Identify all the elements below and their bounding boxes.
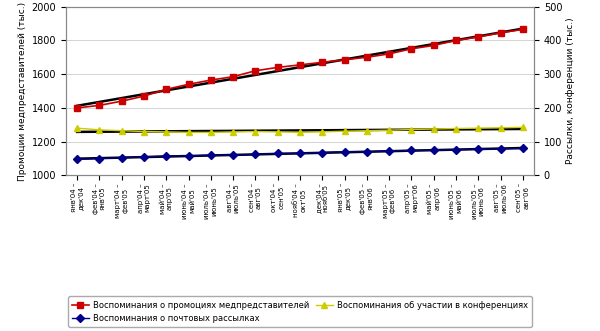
Y-axis label: Промоции медпредставителей (тыс.): Промоции медпредставителей (тыс.) (19, 1, 28, 181)
Y-axis label: Рассылки, конференции (тыс.): Рассылки, конференции (тыс.) (566, 18, 575, 164)
Legend: Воспоминания о промоциях медпредставителей, Воспоминания о почтовых рассылках, В: Воспоминания о промоциях медпредставител… (68, 296, 532, 327)
